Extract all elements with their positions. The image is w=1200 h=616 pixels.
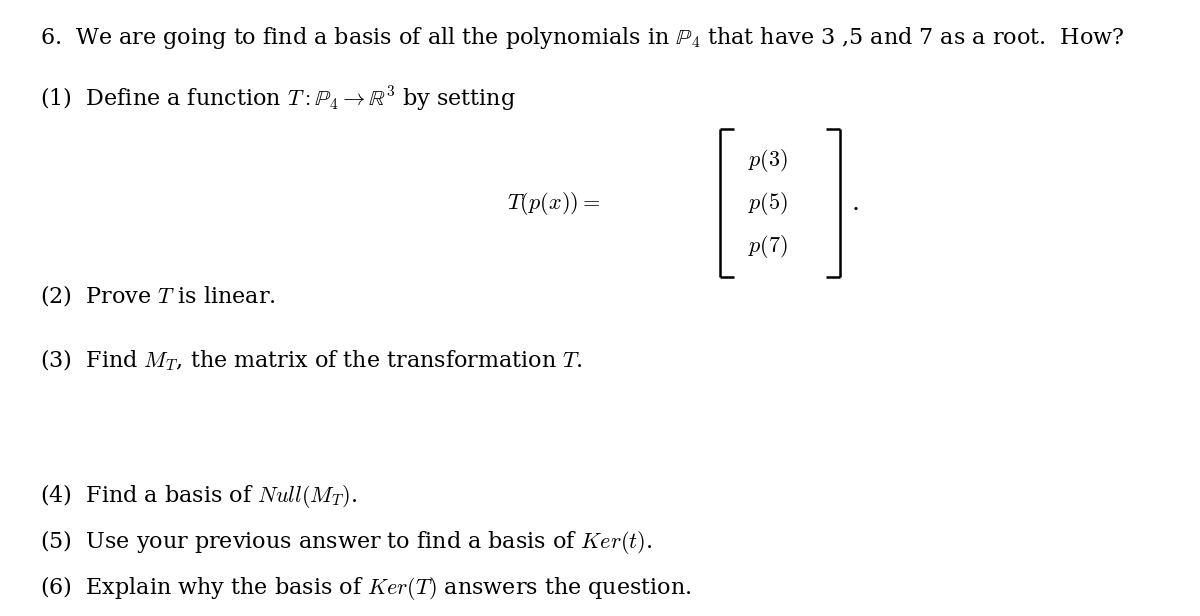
Text: (2)  Prove $T$ is linear.: (2) Prove $T$ is linear. xyxy=(40,283,275,308)
Text: $p(7)$: $p(7)$ xyxy=(748,233,788,260)
Text: (1)  Define a function $T : \mathbb{P}_4 \rightarrow \mathbb{R}^3$ by setting: (1) Define a function $T : \mathbb{P}_4 … xyxy=(40,85,516,115)
Text: $p(3)$: $p(3)$ xyxy=(748,147,788,174)
Text: (3)  Find $M_T$, the matrix of the transformation $T$.: (3) Find $M_T$, the matrix of the transf… xyxy=(40,347,582,373)
Text: (4)  Find a basis of $\mathit{Null}(M_T)$.: (4) Find a basis of $\mathit{Null}(M_T)$… xyxy=(40,482,358,510)
Text: (5)  Use your previous answer to find a basis of $\mathit{Ker}(t)$.: (5) Use your previous answer to find a b… xyxy=(40,528,652,556)
Text: .: . xyxy=(852,192,860,215)
Text: $p(5)$: $p(5)$ xyxy=(748,190,788,217)
Text: $T(p(x)) = $: $T(p(x)) = $ xyxy=(506,190,600,217)
Text: 6.  We are going to find a basis of all the polynomials in $\mathbb{P}_4$ that h: 6. We are going to find a basis of all t… xyxy=(40,25,1124,51)
Text: (6)  Explain why the basis of $\mathit{Ker}(T)$ answers the question.: (6) Explain why the basis of $\mathit{Ke… xyxy=(40,574,691,602)
